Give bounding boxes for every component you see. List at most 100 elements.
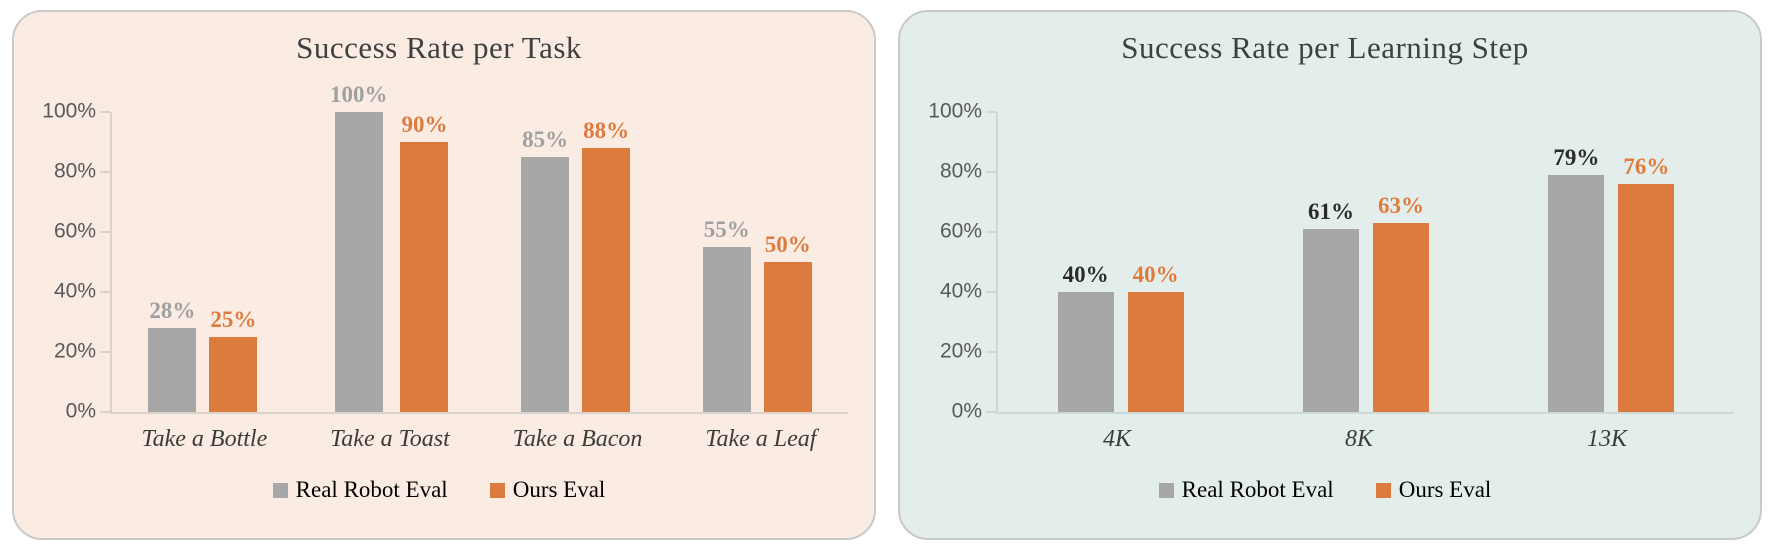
- y-axis-tick: [986, 231, 996, 233]
- bar: [209, 337, 258, 412]
- bar-group: 100% 90%: [330, 83, 449, 412]
- bar: [400, 142, 449, 412]
- bar: [582, 148, 631, 412]
- bar-value-label: 88%: [583, 118, 630, 143]
- y-axis-label: 60%: [53, 219, 96, 243]
- x-axis-label: 4K: [1102, 426, 1131, 452]
- legend-swatch: [489, 482, 505, 498]
- bar-value-label: 61%: [1307, 199, 1354, 224]
- x-axis-labels: 4K 8K 13K: [996, 426, 1734, 453]
- task-chart-panel: Success Rate per Task 100% 80% 60% 40% 20% 0%…: [12, 10, 876, 540]
- bar-value-label: 63%: [1377, 193, 1424, 218]
- x-axis-label: 8K: [1344, 426, 1373, 452]
- bar-value-label: 79%: [1553, 145, 1600, 170]
- x-axis-label: Take a Bottle: [141, 426, 268, 452]
- plot-area: 28% 25% 100% 90% 85% 88% 55% 50%: [100, 83, 848, 414]
- y-axis-label: 40%: [53, 279, 96, 303]
- y-axis-label: 80%: [939, 159, 982, 183]
- bar-value-label: 90%: [401, 112, 448, 137]
- bar-column: 79%: [1548, 145, 1605, 412]
- bar-group: 85% 88%: [521, 118, 631, 412]
- legend-label: Real Robot Eval: [1181, 477, 1334, 502]
- bar-column: 88%: [582, 118, 631, 412]
- legend-label: Real Robot Eval: [295, 477, 448, 502]
- y-axis-label: 20%: [53, 339, 96, 363]
- y-axis-label: 0%: [65, 399, 96, 423]
- y-axis-label: 80%: [53, 159, 96, 183]
- bar: [1302, 229, 1359, 412]
- bar: [1618, 184, 1675, 412]
- legend-label: Ours Eval: [1398, 477, 1492, 502]
- bar-column: 63%: [1372, 193, 1429, 412]
- bar: [148, 328, 197, 412]
- y-axis-label: 0%: [951, 399, 982, 423]
- bar-value-label: 28%: [149, 298, 196, 323]
- bar-group: 40% 40%: [1057, 262, 1184, 412]
- bar-value-label: 100%: [329, 82, 388, 107]
- bar-value-label: 40%: [1062, 262, 1109, 287]
- y-axis-label: 100%: [42, 99, 96, 123]
- bar-group: 61% 63%: [1302, 193, 1429, 412]
- y-axis-tick: [986, 171, 996, 173]
- bar-column: 40%: [1057, 262, 1114, 412]
- bar: [1127, 292, 1184, 412]
- legend-swatch: [272, 482, 288, 498]
- bar-group: 79% 76%: [1548, 145, 1675, 412]
- x-axis: 4K 8K 13K: [916, 426, 1734, 453]
- bar-group: 28% 25%: [148, 298, 258, 412]
- x-axis-spacer: [916, 426, 996, 453]
- bar-column: 61%: [1302, 199, 1359, 412]
- bar-value-label: 76%: [1623, 154, 1670, 179]
- bar-column: 25%: [209, 307, 258, 412]
- legend-swatch: [1375, 482, 1391, 498]
- bar-column: 50%: [763, 233, 812, 412]
- bar-value-label: 55%: [703, 217, 750, 242]
- bar: [1548, 175, 1605, 412]
- bar-column: 85%: [521, 127, 570, 412]
- x-axis-label: 13K: [1586, 426, 1627, 452]
- y-axis: 100% 80% 60% 40% 20% 0%: [916, 100, 996, 423]
- x-axis-label: Take a Bacon: [512, 426, 643, 452]
- y-axis-tick: [100, 411, 110, 413]
- plot-area: 40% 40% 61% 63% 79% 76%: [986, 111, 1734, 414]
- legend-swatch: [1158, 482, 1174, 498]
- chart-legend: Real Robot Eval Ours Eval: [916, 477, 1734, 503]
- y-axis-label: 60%: [939, 219, 982, 243]
- legend-item: Real Robot Eval: [272, 477, 448, 503]
- bar: [702, 247, 751, 412]
- x-axis: Take a Bottle Take a Toast Take a Bacon Tak…: [30, 426, 848, 453]
- x-axis-label: Take a Leaf: [705, 426, 817, 452]
- chart-area: 100% 80% 60% 40% 20% 0% 28% 25% 100% 90% 85% 88% 55…: [30, 83, 848, 423]
- chart-legend: Real Robot Eval Ours Eval: [30, 477, 848, 503]
- legend-item: Ours Eval: [1375, 477, 1492, 503]
- chart-title: Success Rate per Task: [296, 30, 582, 65]
- y-axis-tick: [100, 291, 110, 293]
- y-axis-tick: [986, 111, 996, 113]
- bar-value-label: 25%: [210, 307, 257, 332]
- y-axis: 100% 80% 60% 40% 20% 0%: [30, 100, 110, 423]
- y-axis-label: 100%: [928, 99, 982, 123]
- bar-group: 55% 50%: [702, 217, 812, 412]
- bar-value-label: 85%: [522, 127, 569, 152]
- x-axis-spacer: [30, 426, 110, 453]
- y-axis-tick: [100, 111, 110, 113]
- y-axis-label: 20%: [939, 339, 982, 363]
- y-axis-tick: [100, 171, 110, 173]
- bar: [1057, 292, 1114, 412]
- bar-column: 28%: [148, 298, 197, 412]
- bar: [334, 112, 383, 412]
- x-axis-labels: Take a Bottle Take a Toast Take a Bacon Tak…: [110, 426, 848, 453]
- bar: [763, 262, 812, 412]
- chart-area: 100% 80% 60% 40% 20% 0% 40% 40% 61% 63% 79% 76%: [916, 100, 1734, 423]
- y-axis-label: 40%: [939, 279, 982, 303]
- bar: [1372, 223, 1429, 412]
- bar-column: 55%: [702, 217, 751, 412]
- bar: [521, 157, 570, 412]
- bar-column: 90%: [400, 112, 449, 412]
- bar-value-label: 40%: [1132, 262, 1179, 287]
- y-axis-tick: [986, 351, 996, 353]
- chart-title: Success Rate per Learning Step: [1121, 30, 1529, 65]
- legend-item: Ours Eval: [489, 477, 605, 503]
- y-axis-tick: [986, 411, 996, 413]
